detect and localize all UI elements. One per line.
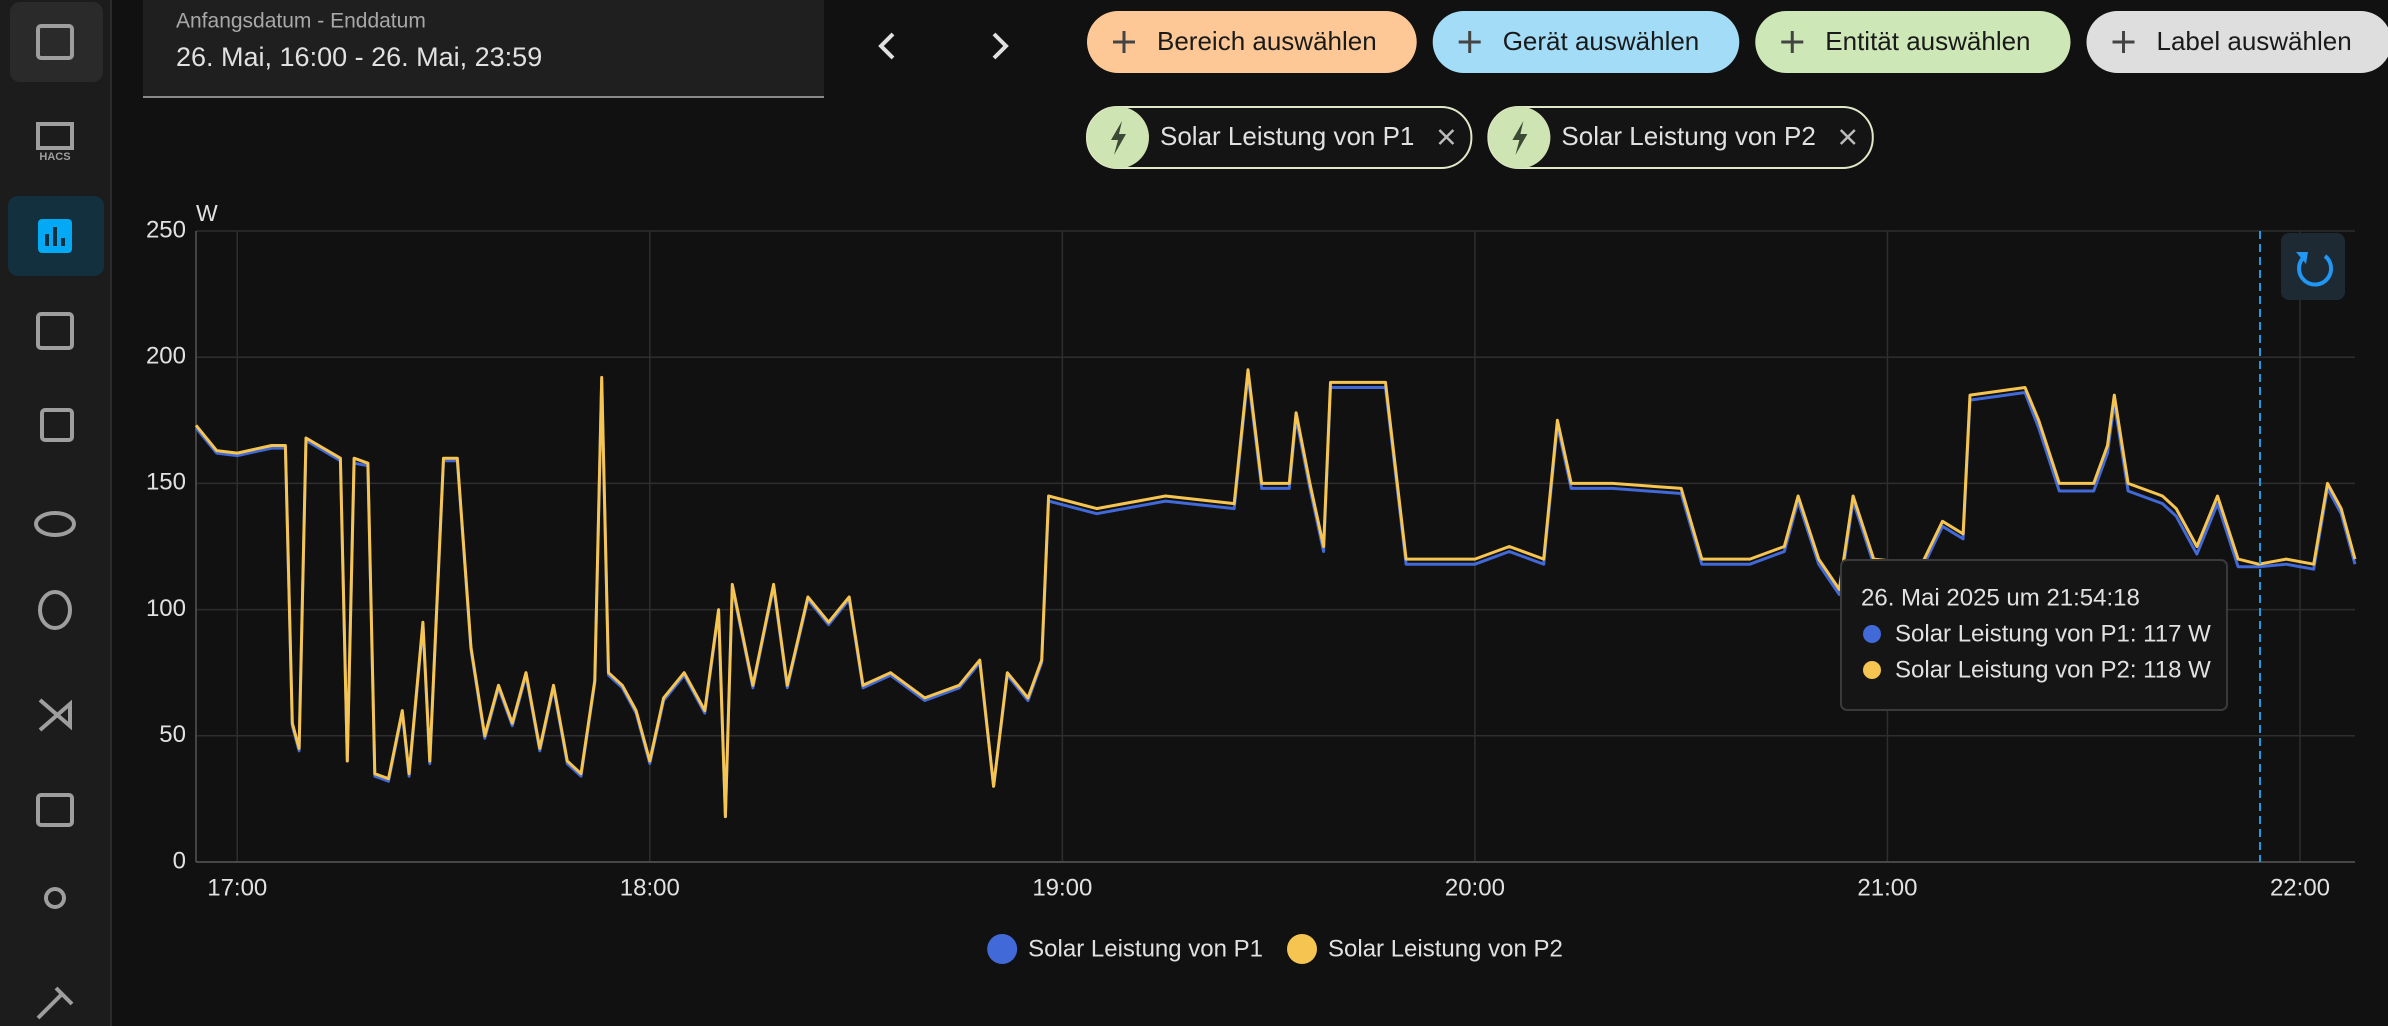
target-chip-label: Entität auswählen [1825, 26, 2030, 56]
entity-icon [1512, 121, 1528, 155]
target-chip-label: Label auswählen [2157, 26, 2352, 56]
calendar-icon[interactable] [36, 24, 74, 60]
date-range: 26. Mai, 16:00 - 26. Mai, 23:59 [176, 42, 542, 72]
target-chip[interactable] [2086, 11, 2388, 73]
y-tick-label: 200 [146, 343, 186, 370]
reset-zoom-arrow [2296, 252, 2308, 264]
reset-zoom-button[interactable] [2281, 233, 2345, 300]
x-tick-label: 17:00 [207, 874, 267, 901]
database-icon[interactable] [38, 590, 72, 630]
date-label: Anfangsdatum - Enddatum [176, 10, 426, 33]
tooltip-time: 26. Mai 2025 um 21:54:18 [1861, 584, 2140, 611]
chart: W 0 50 100 150 200 250 17:00 18:00 19:00 20:00 21:0… [146, 200, 2357, 964]
plus-icon [2112, 31, 2135, 53]
prev-button[interactable] [878, 32, 895, 60]
logbook-icon[interactable] [36, 312, 74, 350]
x-tick-label: 22:00 [2270, 874, 2330, 901]
tooltip-lines: Solar Leistung von P1: 117 W Solar Leistu… [1863, 620, 2211, 683]
y-tick-label: 0 [173, 847, 186, 874]
date-field[interactable] [143, 0, 824, 97]
nav-active-bg [10, 2, 103, 82]
plus-icon [1458, 31, 1481, 53]
nav-icons [34, 24, 76, 1020]
target-chip-label: Bereich auswählen [1157, 26, 1377, 56]
target-chip[interactable] [1432, 11, 1740, 73]
tooltip [1840, 559, 2228, 711]
plus-icon [1781, 31, 1804, 53]
series-line [194, 368, 2357, 819]
target-chip-label: Gerät auswählen [1503, 26, 1700, 56]
x-tick-label: 20:00 [1445, 874, 1505, 901]
next-button[interactable] [992, 32, 1009, 60]
legend-swatch[interactable] [987, 934, 1018, 964]
entity-icon [1111, 121, 1126, 155]
tooltip-swatch [1863, 625, 1881, 643]
hacs-label: HACS [39, 151, 70, 163]
x-tick-label: 18:00 [620, 874, 680, 901]
history-icon-bars [45, 227, 65, 246]
legend-label[interactable]: Solar Leistung von P1 [1028, 935, 1263, 962]
legend-swatch[interactable] [1287, 934, 1317, 964]
terminal-icon[interactable] [36, 793, 74, 827]
remove-icon[interactable] [1438, 129, 1455, 145]
legend-label[interactable]: Solar Leistung von P2 [1328, 935, 1563, 962]
cloud-icon[interactable] [34, 511, 76, 537]
remove-icon[interactable] [1839, 129, 1856, 145]
y-tick-label: 100 [146, 595, 186, 622]
x-tick-label: 21:00 [1857, 874, 1917, 901]
tooltip-line: Solar Leistung von P1: 117 W [1895, 620, 2211, 647]
media-icon[interactable] [40, 408, 74, 442]
hacs-icon[interactable] [36, 122, 74, 150]
users-icon[interactable] [44, 887, 66, 909]
y-tick-label: 250 [146, 216, 186, 243]
y-tick-label: 150 [146, 469, 186, 496]
chips: Bereich auswählen Gerät auswählen Entität … [1086, 11, 2388, 169]
reset-zoom-icon [2297, 254, 2334, 287]
y-tick-label: 50 [159, 721, 186, 748]
plus-icon [1113, 31, 1135, 53]
entity-chip-label: Solar Leistung von P2 [1561, 121, 1815, 151]
target-chip[interactable] [1755, 11, 2071, 73]
y-axis-label: W [196, 200, 218, 226]
x-tick-label: 19:00 [1032, 874, 1092, 901]
vscode-icon[interactable] [38, 698, 72, 732]
tools-icon[interactable] [36, 986, 74, 1020]
entity-chip-label: Solar Leistung von P1 [1160, 121, 1414, 151]
tooltip-line: Solar Leistung von P2: 118 W [1895, 656, 2211, 683]
tooltip-swatch [1863, 661, 1881, 679]
target-chip[interactable] [1087, 11, 1417, 73]
